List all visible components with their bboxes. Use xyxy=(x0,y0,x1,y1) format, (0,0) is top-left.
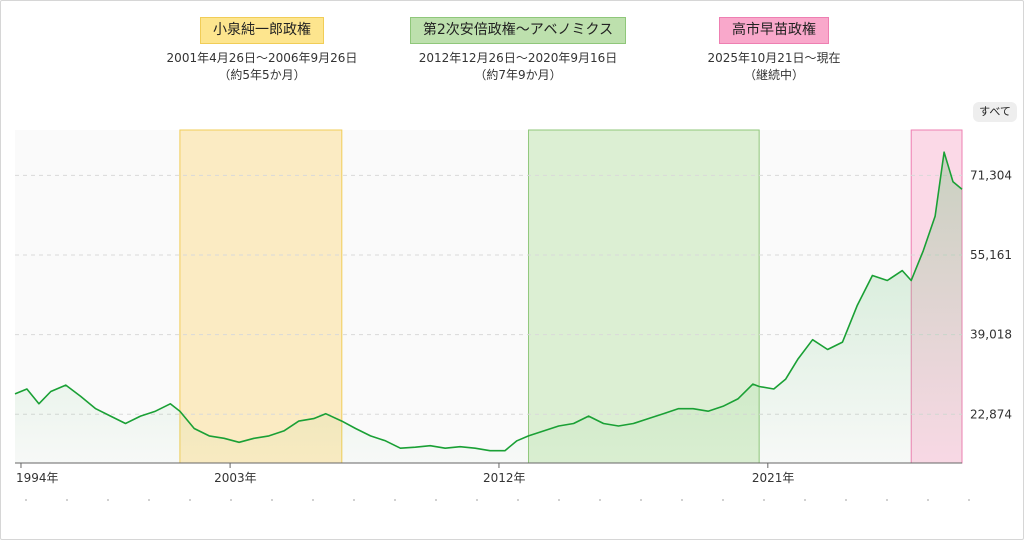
scroll-dot-10 xyxy=(435,499,437,501)
era-koizumi-duration: （約5年5か月） xyxy=(218,68,306,82)
series-area xyxy=(15,152,962,463)
y-tick-label-2: 55,161 xyxy=(970,248,1012,262)
scroll-dot-0 xyxy=(25,499,27,501)
era-abe-duration: （約7年9か月） xyxy=(474,68,562,82)
scroll-dot-23 xyxy=(968,499,970,501)
scroll-dot-21 xyxy=(886,499,888,501)
era-takaichi-period: 2025年10月21日～現在 xyxy=(707,51,841,65)
x-tick-label-3: 2021年 xyxy=(752,471,795,485)
scroll-dot-2 xyxy=(107,499,109,501)
scroll-dot-3 xyxy=(148,499,150,501)
era-takaichi-duration: （継続中） xyxy=(743,68,804,82)
scroll-dot-17 xyxy=(722,499,724,501)
scroll-dot-18 xyxy=(763,499,765,501)
scroll-dot-14 xyxy=(599,499,601,501)
era-band-0 xyxy=(179,129,343,464)
scroll-dot-16 xyxy=(681,499,683,501)
y-tick-label-0: 22,874 xyxy=(970,407,1012,421)
x-tick-label-2: 2012年 xyxy=(483,471,526,485)
era-koizumi-badge: 小泉純一郎政権 xyxy=(200,17,324,44)
era-takaichi: 高市早苗政権 2025年10月21日～現在 （継続中） xyxy=(664,17,884,84)
y-tick-label-3: 71,304 xyxy=(970,168,1012,182)
scroll-dot-13 xyxy=(558,499,560,501)
scroll-dot-8 xyxy=(353,499,355,501)
scroll-dot-9 xyxy=(394,499,396,501)
scroll-dot-4 xyxy=(189,499,191,501)
scroll-dot-19 xyxy=(804,499,806,501)
range-all-button[interactable]: すべて xyxy=(973,102,1017,122)
x-tick-label-0: 1994年 xyxy=(16,471,59,485)
era-abe: 第2次安倍政権～アベノミクス 2012年12月26日～2020年9月16日 （約… xyxy=(408,17,628,84)
era-takaichi-badge: 高市早苗政権 xyxy=(719,17,829,44)
era-abe-badge: 第2次安倍政権～アベノミクス xyxy=(409,17,627,44)
scroll-dot-5 xyxy=(230,499,232,501)
era-koizumi: 小泉純一郎政権 2001年4月26日～2006年9月26日 （約5年5か月） xyxy=(152,17,372,84)
scroll-dot-11 xyxy=(476,499,478,501)
scroll-dot-12 xyxy=(517,499,519,501)
scroll-dot-7 xyxy=(312,499,314,501)
era-koizumi-period: 2001年4月26日～2006年9月26日 xyxy=(166,51,358,65)
scroll-dot-22 xyxy=(927,499,929,501)
scroll-dot-15 xyxy=(640,499,642,501)
era-abe-period: 2012年12月26日～2020年9月16日 xyxy=(418,51,618,65)
x-tick-label-1: 2003年 xyxy=(214,471,257,485)
series-line xyxy=(14,151,963,452)
scroll-dot-20 xyxy=(845,499,847,501)
scroll-dot-1 xyxy=(66,499,68,501)
scroll-dot-6 xyxy=(271,499,273,501)
y-tick-label-1: 39,018 xyxy=(970,328,1012,342)
